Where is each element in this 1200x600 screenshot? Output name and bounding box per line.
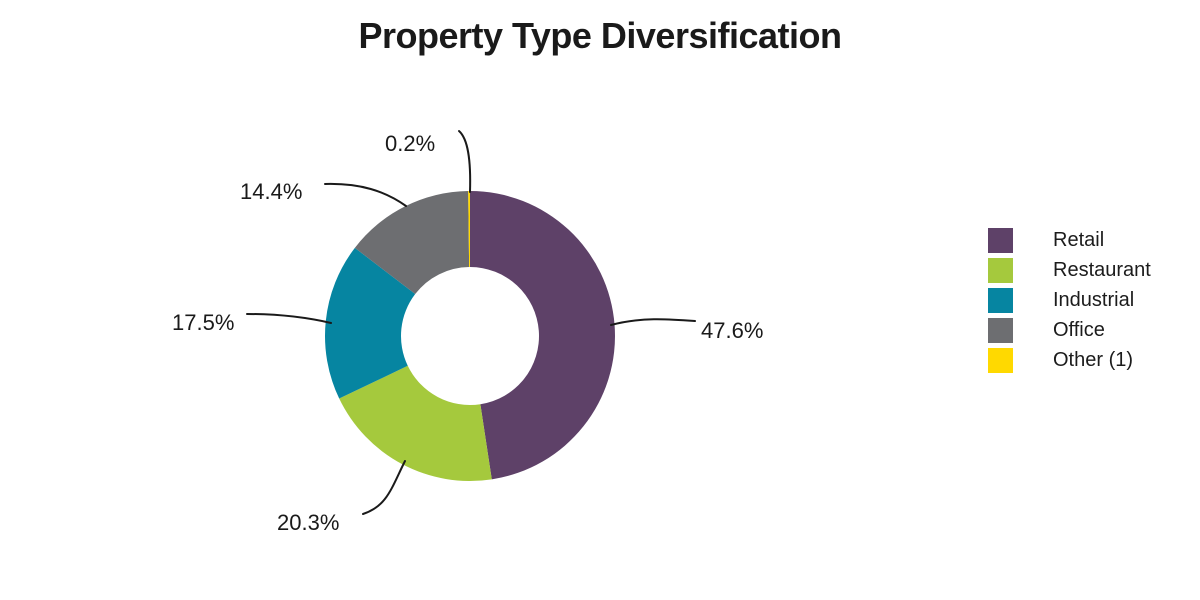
legend-label-office: Office [1053,319,1105,341]
pct-label-other: 0.2% [385,131,435,156]
pct-label-retail: 47.6% [701,318,763,343]
legend-swatch-other [988,348,1013,373]
legend-label-restaurant: Restaurant [1053,259,1151,281]
legend-swatch-industrial [988,288,1013,313]
leader-line-retail [610,318,696,326]
leader-line-restaurant [362,460,406,515]
donut-slices [325,191,615,481]
legend-item-other: Other (1) [988,348,1151,373]
pct-label-office: 14.4% [240,179,302,204]
leader-line-other [458,130,472,193]
chart-title: Property Type Diversification [358,15,842,56]
slice-retail [470,191,615,480]
legend: Retail Restaurant Industrial Office Othe… [988,228,1151,378]
slice-industrial [325,247,416,399]
legend-item-industrial: Industrial [988,288,1151,313]
legend-item-restaurant: Restaurant [988,258,1151,283]
leader-line-industrial [246,313,332,324]
legend-item-retail: Retail [988,228,1151,253]
legend-label-industrial: Industrial [1053,289,1135,311]
pct-label-industrial: 17.5% [172,310,234,335]
legend-swatch-office [988,318,1013,343]
slice-restaurant [339,365,492,481]
legend-item-office: Office [988,318,1151,343]
legend-label-other: Other (1) [1053,349,1134,371]
legend-swatch-retail [988,228,1013,253]
legend-swatch-restaurant [988,258,1013,283]
slice-office [354,191,470,295]
legend-label-retail: Retail [1053,229,1105,251]
leader-line-office [324,182,407,207]
pct-label-restaurant: 20.3% [277,510,339,535]
slice-other-1 [468,191,470,268]
